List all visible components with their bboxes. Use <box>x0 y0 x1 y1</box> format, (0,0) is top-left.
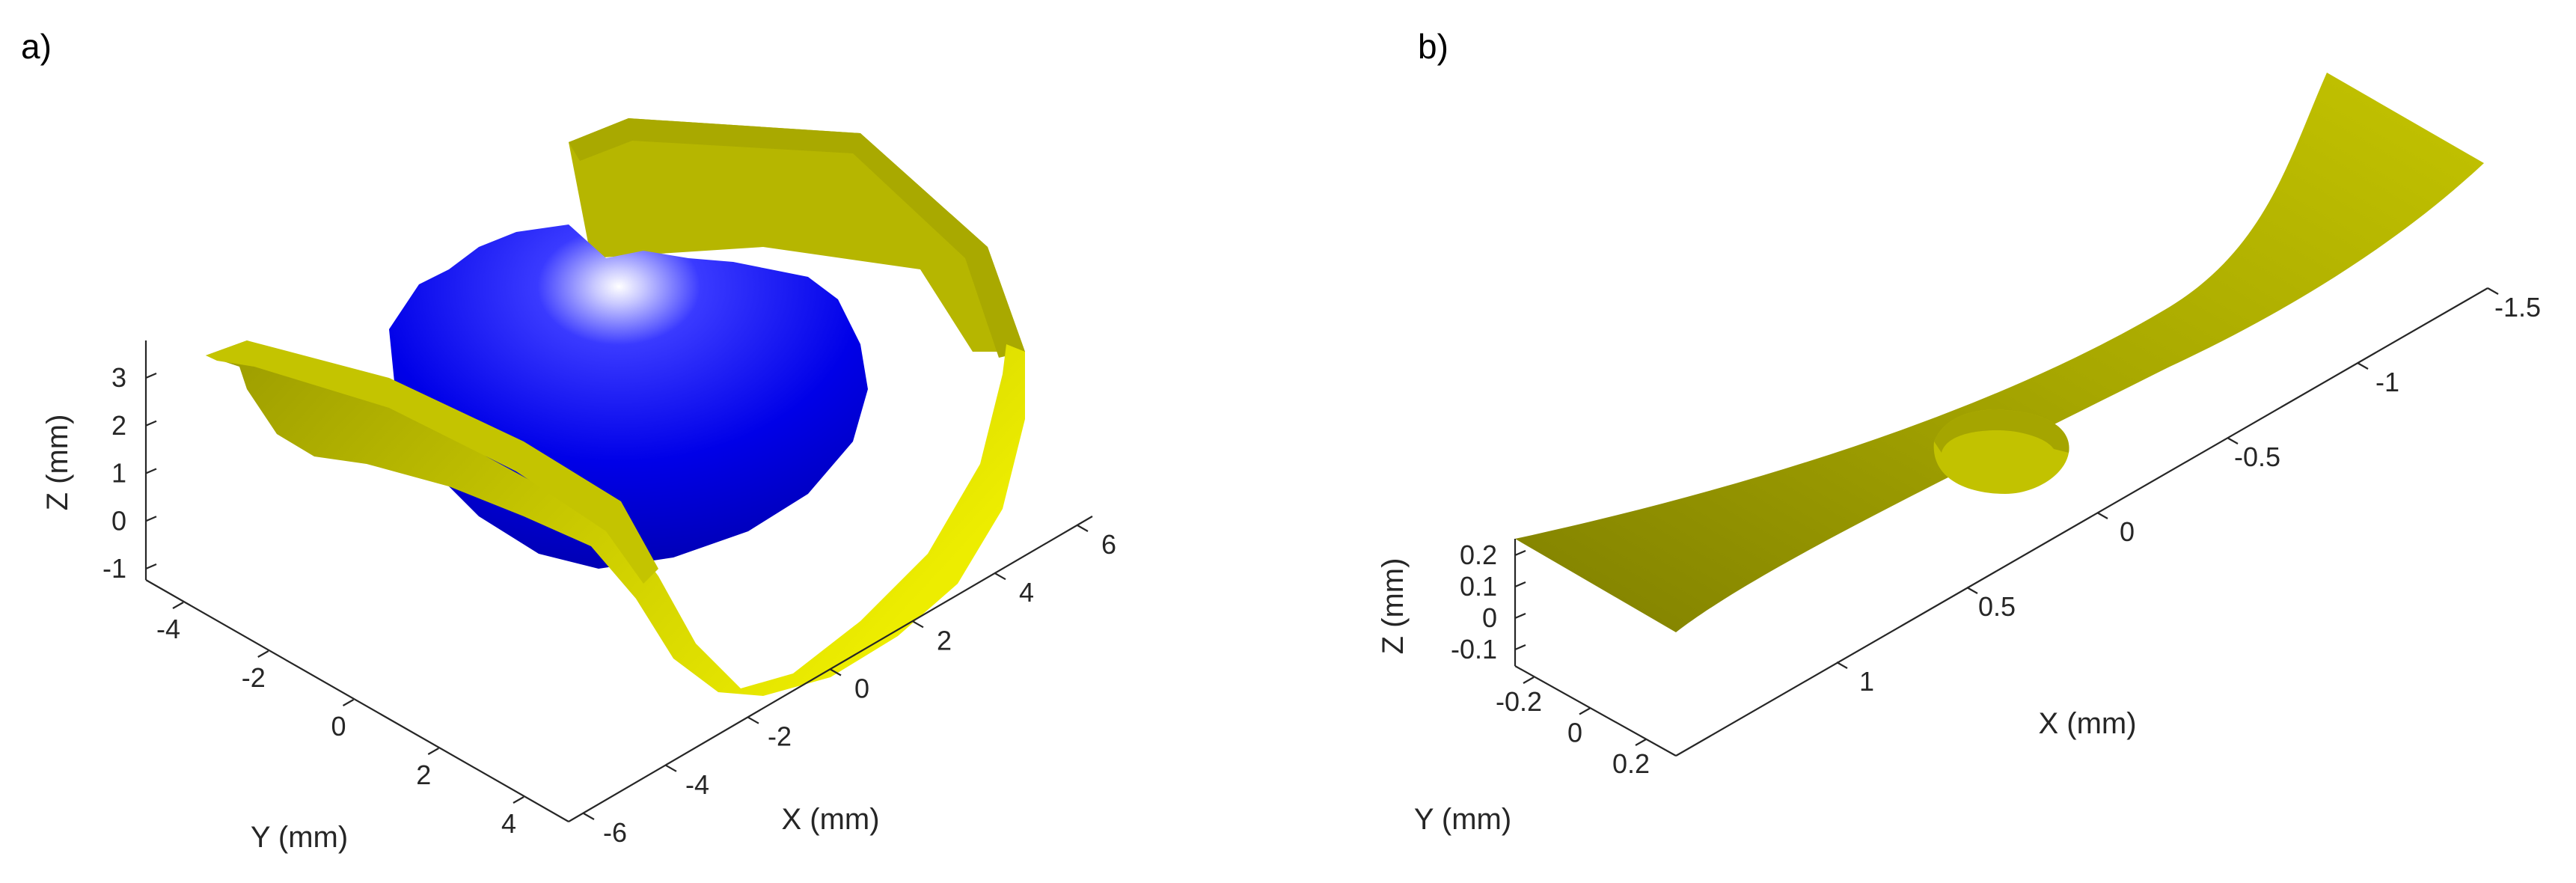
panel-a-z-tick-mark <box>145 563 157 570</box>
panel-a-z-ticks: 3 2 1 0 -1 <box>103 362 157 584</box>
panel-b-z-tick-mark <box>1514 581 1526 588</box>
panel-a-z-tick-label: 3 <box>111 362 126 393</box>
panel-b-z-ticks: 0.20.10-0.1 <box>1451 540 1526 664</box>
panel-a-x-tick-mark <box>747 716 759 724</box>
panel-b: b) 0.20.10-0.1 -0.200.2 10.50-0.5-1-1.5 … <box>1377 27 2541 836</box>
panel-b-y-tick-mark <box>1635 739 1647 746</box>
panel-b-x-axis <box>1675 287 2488 757</box>
panel-a-x-tick-mark <box>583 813 595 820</box>
panel-a-z-tick-mark <box>145 516 157 522</box>
panel-a-y-ticks: -4 -2 0 2 4 <box>156 602 524 839</box>
panel-b-axes <box>1514 287 2488 757</box>
panel-a-y-tick-mark <box>427 748 439 755</box>
panel-a-x-tick-label: 4 <box>1019 577 1034 608</box>
panel-a-x-tick-mark <box>1077 525 1089 532</box>
panel-a-y-tick-label: -4 <box>156 614 180 644</box>
panel-a-z-tick-label: 0 <box>111 505 126 536</box>
panel-b-z-tick-mark <box>1514 612 1526 620</box>
panel-a-x-tick-mark <box>830 668 842 676</box>
panel-b-y-tick-mark <box>1579 707 1591 715</box>
panel-a-label: a) <box>21 27 52 66</box>
panel-a-x-tick-mark <box>665 764 677 772</box>
panel-a-x-tick-label: 0 <box>854 673 869 704</box>
panel-a-y-tick-label: 2 <box>416 760 431 790</box>
panel-a-ylabel: Y (mm) <box>251 821 348 854</box>
panel-a-x-tick-label: -2 <box>768 721 792 752</box>
panel-a-z-tick-label: -1 <box>103 553 126 584</box>
panel-b-y-tick-label: 0.2 <box>1612 748 1650 779</box>
panel-b-x-tick-mark <box>2096 512 2108 519</box>
panel-b-y-tick-mark <box>1523 676 1535 684</box>
panel-a-y-tick-label: 4 <box>501 808 516 839</box>
trough-back-wall <box>569 118 1025 352</box>
panel-a-z-tick-label: 1 <box>111 458 126 489</box>
panel-a-x-ticks: 6 4 2 0 -2 -4 -6 <box>583 525 1116 848</box>
panel-b-x-tick-mark <box>2357 362 2369 370</box>
panel-a-zlabel: Z (mm) <box>41 415 74 511</box>
panel-a-z-tick-mark <box>145 420 157 427</box>
panel-b-z-tick-mark <box>1514 549 1526 557</box>
panel-b-ylabel: Y (mm) <box>1414 803 1511 836</box>
strip-surface <box>1515 73 2484 632</box>
panel-a-xlabel: X (mm) <box>781 803 879 836</box>
panel-b-x-tick-mark <box>1836 662 1848 669</box>
panel-b-z-tick-label: 0.1 <box>1460 571 1497 602</box>
panel-a-y-tick-mark <box>257 650 269 658</box>
panel-b-z-tick-label: 0 <box>1482 602 1497 633</box>
panel-a-y-tick-label: 0 <box>331 711 346 742</box>
panel-a-x-tick-mark <box>912 620 924 629</box>
panel-b-x-tick-mark <box>1966 587 1978 594</box>
trough-front-rim <box>206 340 658 584</box>
panel-b-y-tick-label: -0.2 <box>1496 686 1542 717</box>
panel-a-x-tick-label: -6 <box>603 817 627 848</box>
panel-a-x-tick-label: -4 <box>685 769 709 800</box>
panel-a-x-tick-label: 2 <box>937 625 952 656</box>
panel-a: a) 3 2 1 0 -1 -4 -2 0 2 4 6 4 2 0 -2 -4 -6 Z (mm) Y (m… <box>21 27 1116 854</box>
panel-b-x-tick-mark <box>2487 287 2499 295</box>
panel-a-axes <box>144 340 1093 822</box>
panel-b-x-tick-label: 1 <box>1859 666 1874 697</box>
panel-b-label: b) <box>1418 27 1448 66</box>
panel-b-z-tick-mark <box>1514 644 1526 651</box>
panel-b-x-tick-label: -0.5 <box>2234 442 2280 472</box>
panel-b-y-ticks: -0.2 0 0.2 <box>1496 676 1650 779</box>
panel-a-z-tick-label: 2 <box>111 410 126 441</box>
panel-b-x-ticks: 1 0.5 0 -0.5 -1 -1.5 <box>1836 287 2541 697</box>
panel-b-xlabel: X (mm) <box>2038 707 2136 740</box>
panel-a-y-tick-mark <box>513 796 524 804</box>
strip-dimple-wall <box>1934 409 2069 453</box>
panel-a-y-tick-mark <box>172 602 184 609</box>
panel-b-x-tick-mark <box>2227 437 2239 444</box>
panel-b-z-tick-label: 0.2 <box>1460 540 1497 570</box>
panel-b-x-tick-label: 0.5 <box>1978 591 2016 622</box>
panel-b-y-tick-label: 0 <box>1567 718 1582 748</box>
panel-b-z-tick-label: -0.1 <box>1451 634 1497 664</box>
trough-front-surface <box>206 340 1025 696</box>
panel-b-zlabel: Z (mm) <box>1377 558 1410 655</box>
panel-a-x-axis <box>568 516 1093 822</box>
panel-a-y-axis <box>145 579 569 822</box>
panel-a-z-tick-mark <box>145 468 157 474</box>
panel-a-x-tick-label: 6 <box>1101 529 1116 560</box>
panel-a-y-tick-label: -2 <box>242 662 266 693</box>
panel-b-y-axis <box>1514 665 1677 757</box>
panel-a-z-tick-mark <box>145 372 157 379</box>
panel-b-x-tick-label: -1.5 <box>2494 292 2541 323</box>
trough-back-rim <box>569 118 1025 358</box>
panel-b-x-tick-label: 0 <box>2120 516 2135 547</box>
panel-a-y-tick-mark <box>342 699 355 706</box>
panel-a-x-tick-mark <box>994 572 1006 581</box>
panel-b-x-tick-label: -1 <box>2375 367 2399 397</box>
